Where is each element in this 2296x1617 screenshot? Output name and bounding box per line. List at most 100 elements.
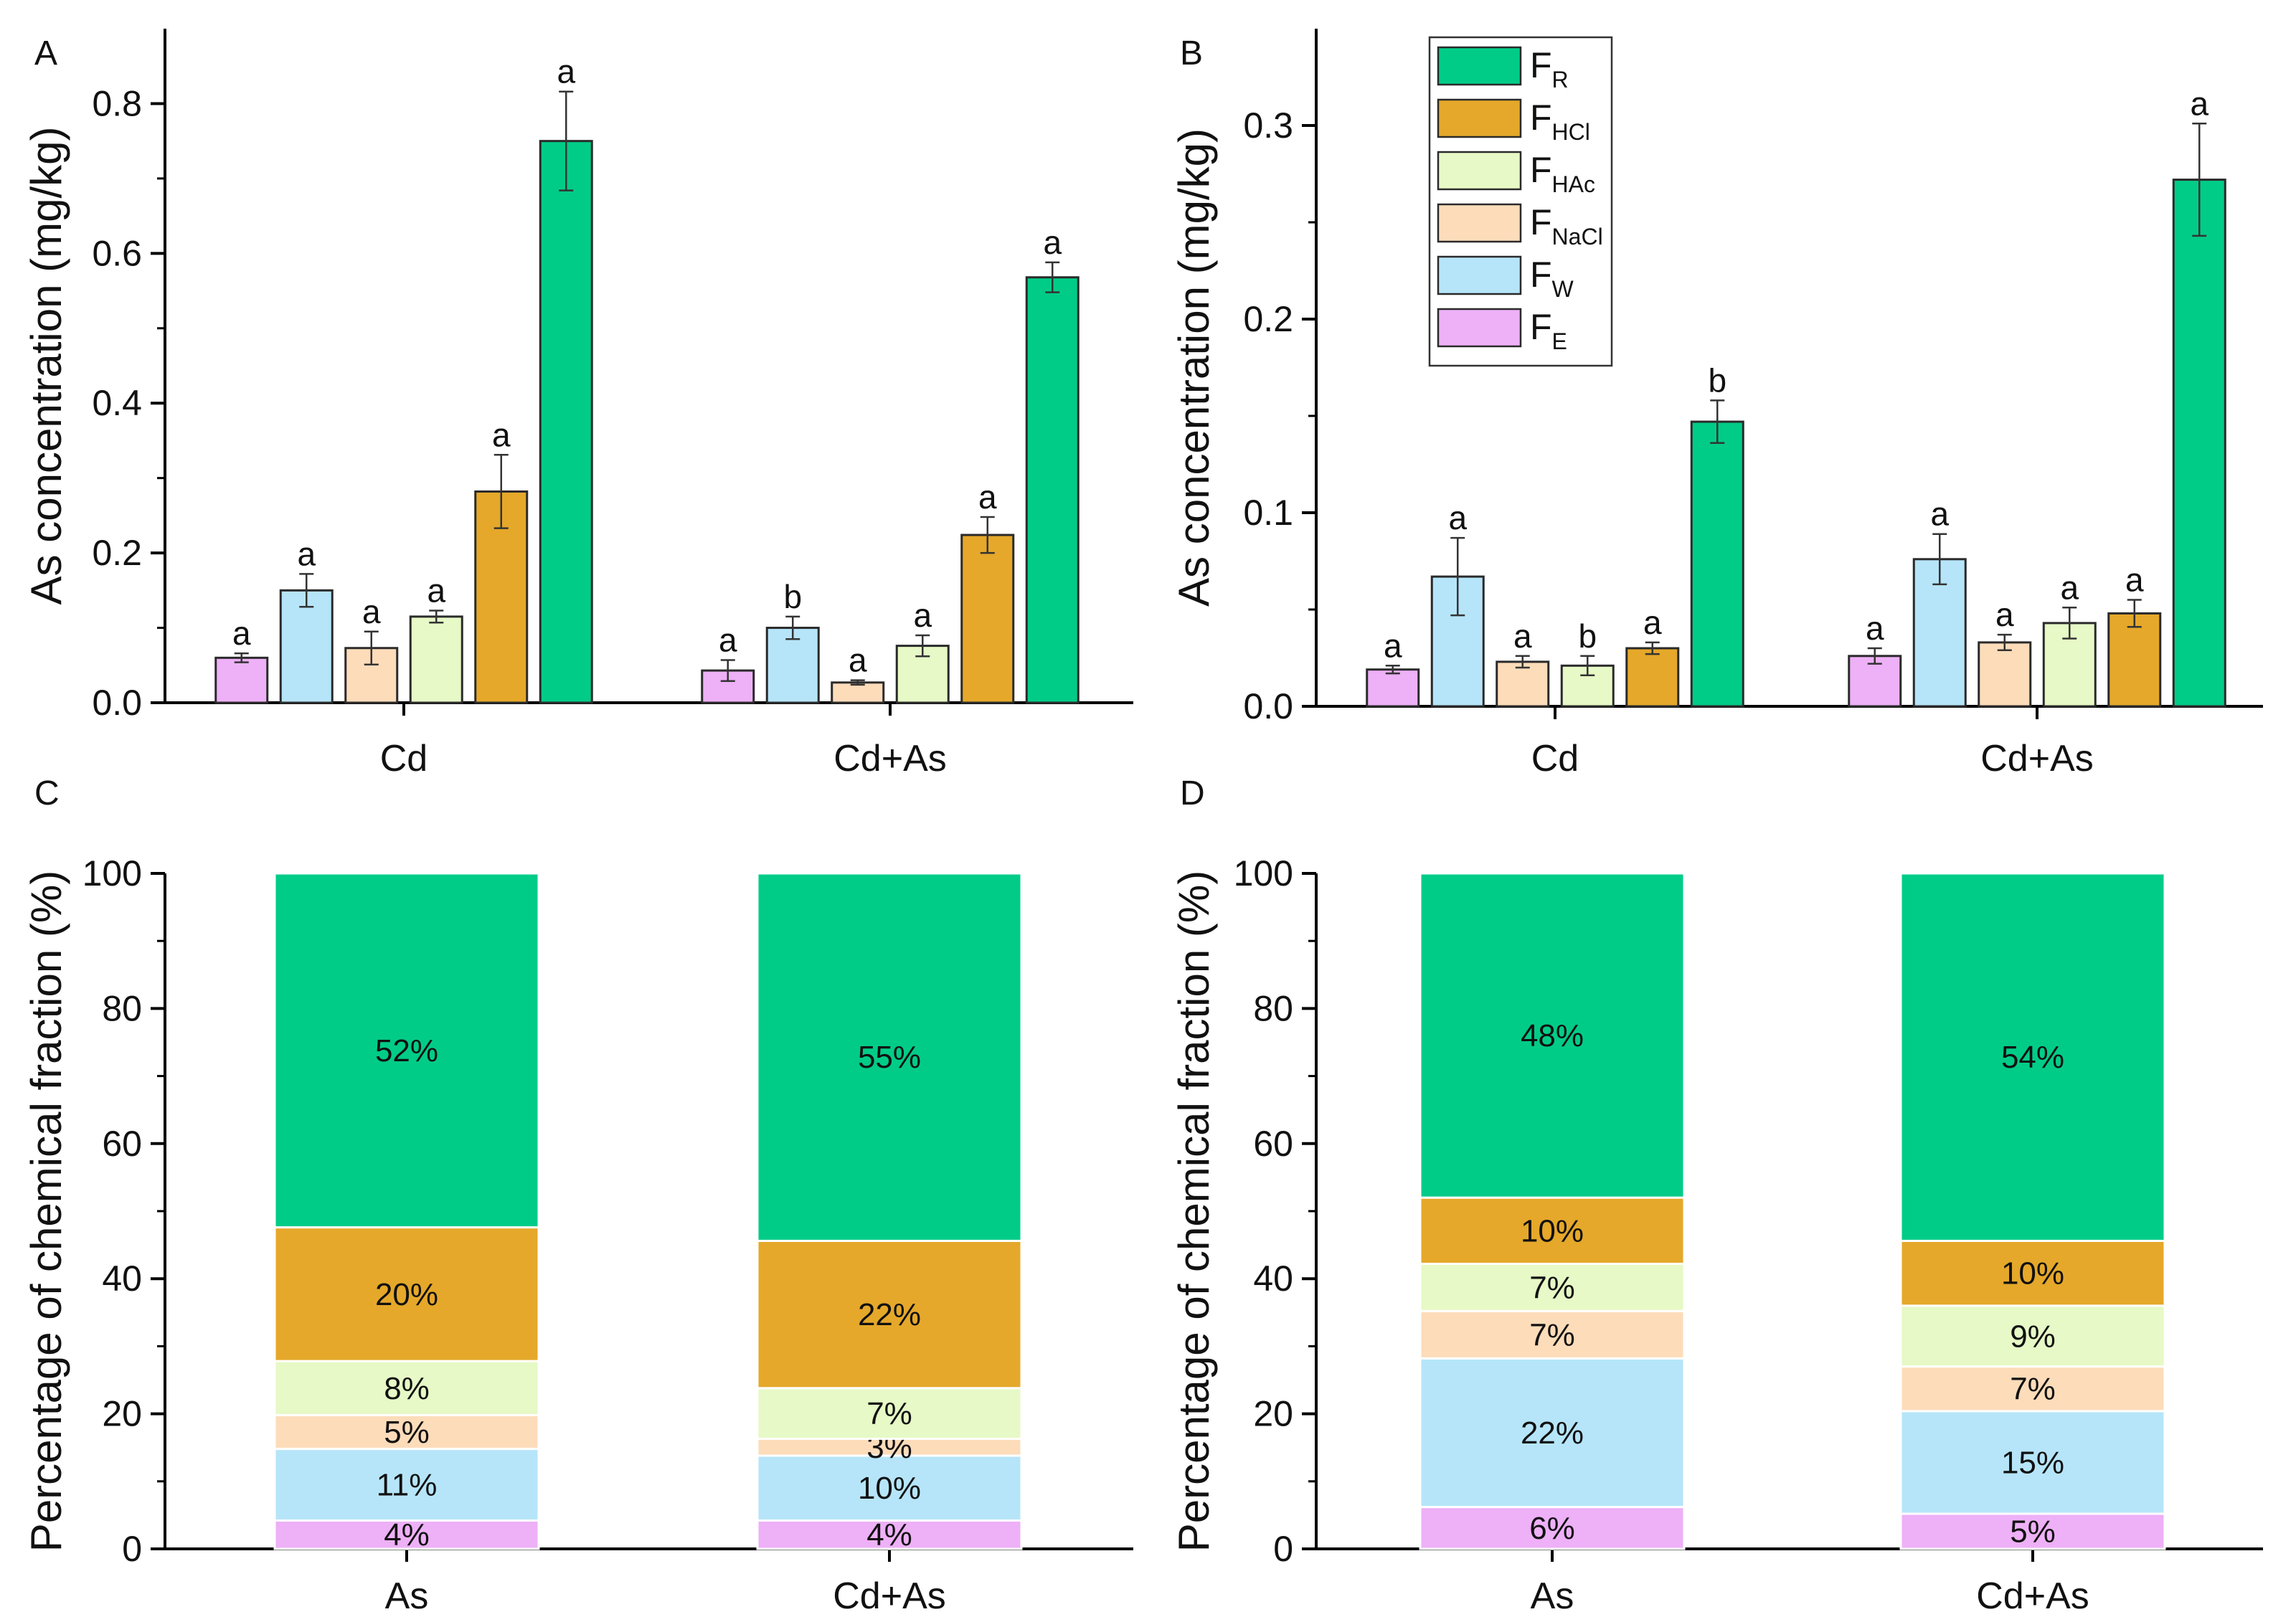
legend-swatch [1437, 46, 1522, 86]
significance-letter: a [232, 615, 251, 652]
percent-label: 15% [2001, 1445, 2064, 1480]
category-label: As [1531, 1575, 1574, 1617]
segment-f-e [1419, 1506, 1686, 1550]
legend-label-sub: NaCl [1552, 224, 1603, 250]
y-tick-label: 0.2 [1243, 299, 1293, 339]
segment-f-nacl [1419, 1309, 1686, 1360]
category-label: As [385, 1575, 429, 1617]
panel-letter: B [1180, 34, 1203, 72]
y-tick-label: 100 [1234, 853, 1293, 893]
legend-label-sub: R [1552, 67, 1569, 93]
y-axis-title: As concentration (mg/kg) [1170, 128, 1218, 607]
percent-label: 7% [1529, 1270, 1575, 1305]
significance-letter: a [1995, 596, 2014, 633]
percent-label: 9% [2010, 1319, 2056, 1354]
bar-f-e [214, 656, 269, 704]
legend-swatch [1437, 98, 1522, 138]
panel-a: 0.0 0.2 0.4 0.6 0.8 As concentration (mg/kg) A… [22, 29, 1133, 779]
category-label: Cd+As [1976, 1575, 2089, 1617]
bar-f-r [1025, 276, 1080, 704]
significance-letter: a [1043, 224, 1062, 261]
category-label: Cd+As [833, 1575, 946, 1617]
percent-label: 8% [384, 1371, 430, 1406]
bar-f-e [1366, 668, 1420, 708]
percent-label: 55% [858, 1040, 921, 1075]
legend-label-sub: HAc [1552, 171, 1595, 197]
segment-f-hcl [1419, 1196, 1686, 1265]
percent-label: 10% [858, 1471, 921, 1506]
y-tick-label: 0.0 [1243, 686, 1293, 726]
y-axis-title: Percentage of chemical fraction (%) [22, 871, 70, 1552]
segment-f-e [1899, 1512, 2166, 1550]
segment-f-nacl [1899, 1365, 2166, 1413]
legend-label-sub: W [1552, 276, 1574, 302]
y-tick-label: 0.4 [92, 383, 142, 423]
significance-letter: a [362, 593, 381, 630]
legend-label: FW [1530, 255, 1574, 302]
bar-f-w [765, 627, 820, 704]
category-label: Cd [380, 738, 427, 779]
significance-letter: a [1513, 617, 1532, 655]
y-tick-label: 0 [122, 1529, 142, 1569]
panel-letter: C [34, 774, 60, 812]
y-tick-label: 40 [102, 1258, 142, 1299]
segment-f-r [1419, 872, 1686, 1199]
bar-f-nacl [831, 681, 885, 704]
legend-label-base: F [1530, 98, 1552, 138]
legend-label-sub: E [1552, 328, 1567, 354]
legend-label-sub: HCl [1552, 119, 1590, 145]
bar-f-e [701, 669, 755, 704]
y-tick-label: 20 [1253, 1394, 1293, 1434]
legend-label: FR [1530, 45, 1569, 93]
significance-letter: b [1708, 361, 1726, 399]
panel-c: 0 20 40 60 80 100 Percentage of chemical fract… [22, 774, 1133, 1617]
legend-swatch [1437, 255, 1522, 295]
bar-f-hcl [1625, 647, 1680, 708]
significance-letter: a [297, 535, 316, 572]
percent-label: 22% [858, 1297, 921, 1332]
bar-f-w [279, 589, 334, 704]
percent-label: 4% [384, 1517, 430, 1552]
segment-f-r [1899, 872, 2166, 1242]
significance-letter: a [557, 53, 575, 90]
significance-letter: a [913, 597, 932, 634]
category-label: Cd [1531, 738, 1579, 779]
significance-letter: a [1930, 495, 1949, 533]
y-tick-label: 0.2 [92, 533, 142, 573]
y-tick-label: 0.3 [1243, 105, 1293, 146]
legend-label-base: F [1530, 150, 1552, 190]
significance-letter: a [2125, 561, 2144, 599]
segment-f-hac [273, 1360, 540, 1416]
percent-label: 54% [2001, 1040, 2064, 1075]
legend-label-base: F [1530, 307, 1552, 347]
segment-f-r [756, 872, 1023, 1242]
legend-label-base: F [1530, 255, 1552, 295]
significance-letter: a [849, 642, 867, 679]
segment-f-w [273, 1448, 540, 1522]
percent-label: 10% [2001, 1256, 2064, 1291]
y-tick-label: 20 [102, 1394, 142, 1434]
category-label: Cd+As [1980, 738, 2094, 779]
segment-f-hcl [273, 1226, 540, 1362]
significance-letter: a [1643, 604, 1662, 641]
y-axis-title: As concentration (mg/kg) [22, 127, 70, 605]
y-tick-label: 60 [1253, 1124, 1293, 1164]
significance-letter: a [2190, 85, 2208, 122]
legend-label-base: F [1530, 202, 1552, 242]
percent-label: 22% [1521, 1416, 1584, 1451]
segment-f-hac [756, 1387, 1023, 1440]
y-tick-label: 0.8 [92, 83, 142, 123]
legend-label: FHAc [1530, 150, 1595, 197]
legend-label: FNaCl [1530, 202, 1603, 250]
bar-f-r [539, 140, 593, 704]
y-tick-label: 0.0 [92, 683, 142, 723]
y-tick-label: 80 [1253, 988, 1293, 1028]
legend-swatch [1437, 308, 1522, 348]
y-axis-title: Percentage of chemical fraction (%) [1170, 871, 1218, 1552]
percent-label: 20% [375, 1277, 438, 1312]
segment-f-w [756, 1454, 1023, 1522]
significance-letter: a [1866, 610, 1884, 647]
legend-label-base: F [1530, 45, 1552, 85]
percent-label: 48% [1521, 1018, 1584, 1053]
